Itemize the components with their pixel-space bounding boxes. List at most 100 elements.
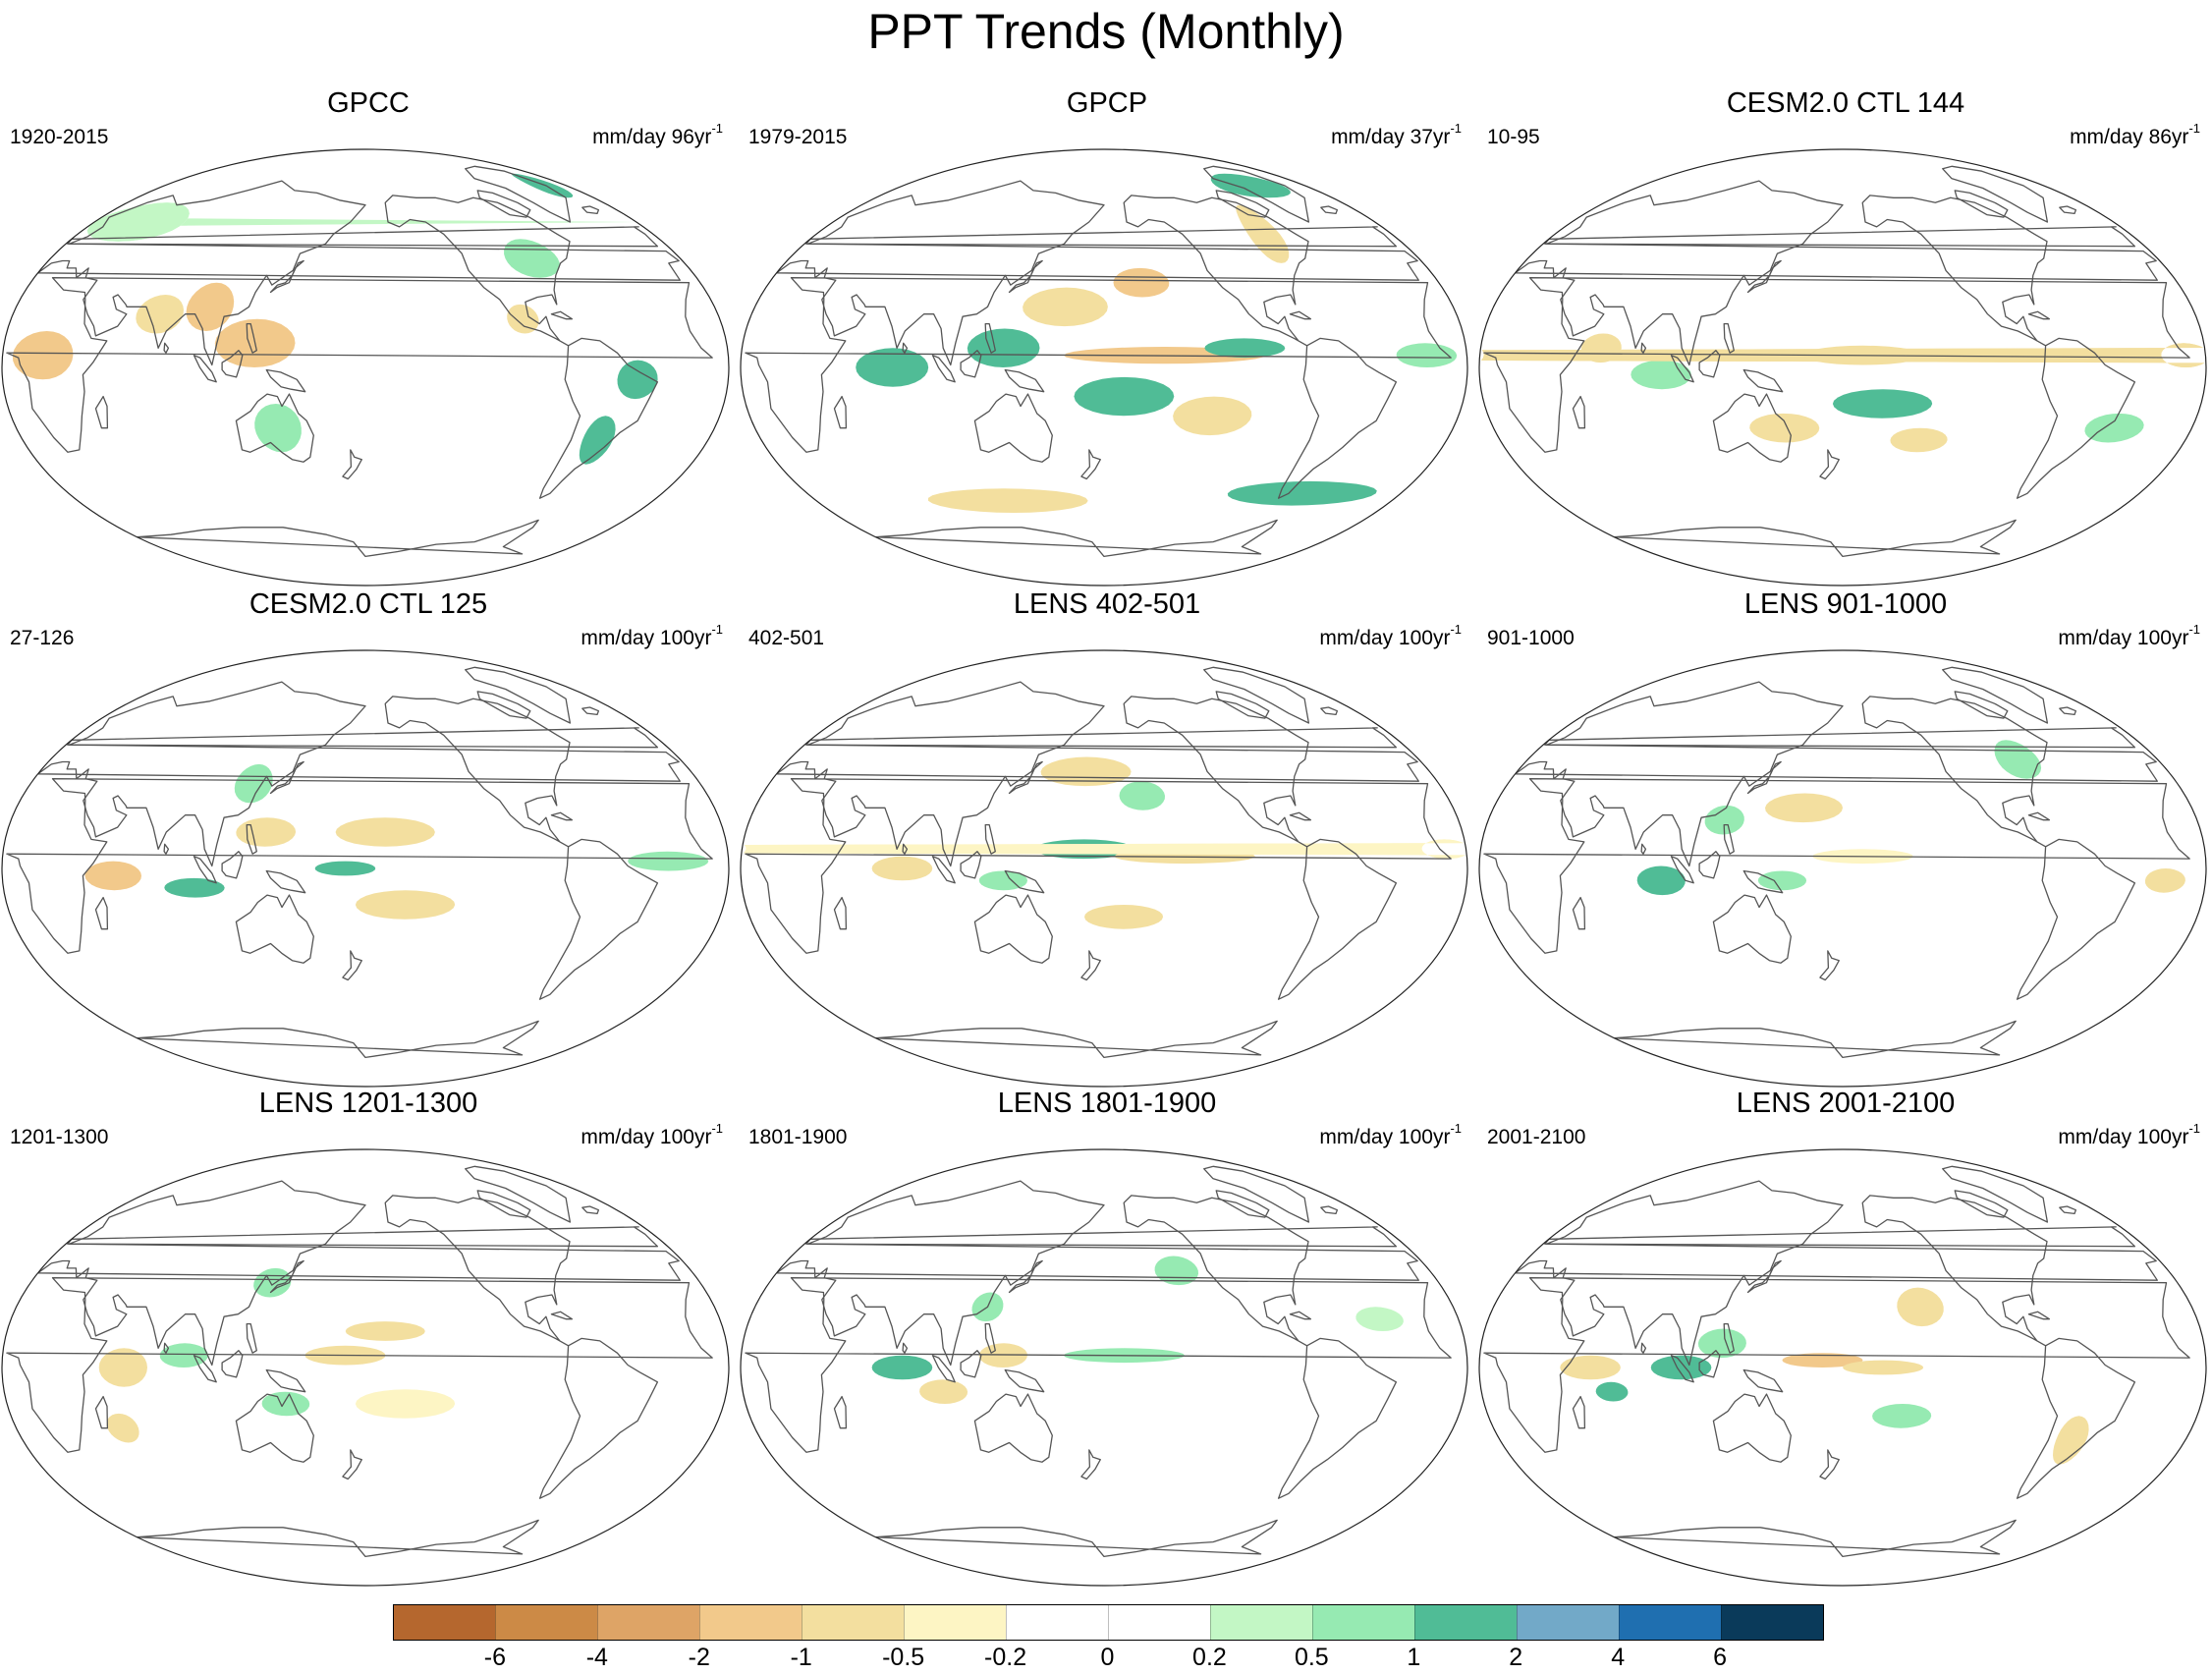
coastline-philippines bbox=[1723, 823, 1735, 855]
panel-title: LENS 1201-1300 bbox=[258, 1088, 478, 1119]
coastline-australia bbox=[973, 393, 1053, 463]
panel-title: GPCP bbox=[1066, 87, 1148, 119]
figure-title: PPT Trends (Monthly) bbox=[867, 4, 1345, 59]
trend-region bbox=[978, 870, 1027, 891]
coastline-sri-lanka bbox=[163, 342, 170, 354]
trend-region bbox=[261, 1391, 310, 1417]
trend-region bbox=[919, 1379, 968, 1404]
coastline-antarctica bbox=[136, 1519, 539, 1558]
panel-title: GPCC bbox=[327, 87, 410, 119]
globe-outline bbox=[740, 649, 1468, 1088]
coastline-cuba bbox=[550, 1311, 574, 1320]
world-map bbox=[1, 649, 730, 1088]
units-exponent: -1 bbox=[711, 121, 723, 136]
colorbar-box bbox=[1210, 1605, 1312, 1640]
coastline-sri-lanka bbox=[163, 843, 170, 855]
world-map bbox=[1, 148, 730, 586]
coastline-baffin bbox=[1954, 1190, 2009, 1218]
units-label: mm/day 100yr-1 bbox=[1319, 620, 1462, 651]
coastline-madagascar bbox=[94, 1395, 109, 1429]
colorbar-tick-label: 2 bbox=[1509, 1644, 1523, 1671]
globe-outline bbox=[740, 148, 1468, 586]
coastline-greenland bbox=[1203, 666, 1310, 724]
coastline-borneo bbox=[221, 350, 244, 378]
coastline-new-guinea bbox=[1004, 869, 1045, 894]
globe-outline bbox=[1478, 148, 2207, 586]
globe-background bbox=[2, 1149, 729, 1586]
coastline-eurasia bbox=[775, 681, 1419, 867]
period-label: 2001-2100 bbox=[1487, 1126, 1586, 1148]
coastline-new-guinea bbox=[1742, 1368, 1784, 1393]
coastline-greenland bbox=[1203, 165, 1310, 223]
coastline-south-america bbox=[538, 838, 659, 1000]
panel-title: LENS 1801-1900 bbox=[997, 1088, 1217, 1119]
globe-background bbox=[741, 149, 1467, 586]
coastline-philippines bbox=[984, 322, 996, 354]
colorbar-tick-label: -4 bbox=[585, 1644, 608, 1671]
colorbar-box bbox=[597, 1605, 699, 1640]
units-text: mm/day 100yr bbox=[581, 1126, 712, 1148]
coastline-borneo bbox=[221, 1350, 244, 1378]
trend-region bbox=[1204, 338, 1286, 359]
trend-region bbox=[1704, 805, 1744, 835]
world-map bbox=[1, 1148, 730, 1587]
coastline-baffin bbox=[1215, 691, 1270, 719]
coastline-philippines bbox=[984, 1322, 996, 1354]
colorbar-box bbox=[1414, 1605, 1517, 1640]
coastline-iceland bbox=[1320, 706, 1339, 716]
units-exponent: -1 bbox=[2188, 121, 2200, 136]
trend-region bbox=[1040, 756, 1132, 787]
world-map bbox=[740, 1148, 1468, 1587]
coastline-japan bbox=[269, 1259, 304, 1294]
coastline-south-america bbox=[2016, 1337, 2136, 1499]
coastline-antarctica bbox=[874, 1020, 1278, 1059]
coastline-japan bbox=[1008, 1259, 1043, 1294]
colorbar-tick-label: 4 bbox=[1611, 1644, 1626, 1671]
units-label: mm/day 86yr-1 bbox=[2070, 119, 2200, 150]
trend-region bbox=[1236, 204, 1290, 263]
trend-region bbox=[1897, 1287, 1944, 1327]
trend-region bbox=[628, 851, 709, 871]
units-text: mm/day 96yr bbox=[592, 126, 712, 148]
units-text: mm/day 100yr bbox=[1319, 1126, 1451, 1148]
world-map bbox=[740, 649, 1468, 1088]
coastline-sumatra bbox=[1670, 1355, 1694, 1383]
coastline-south-america bbox=[1277, 1337, 1398, 1499]
globe-background bbox=[741, 650, 1467, 1087]
trend-region bbox=[84, 861, 141, 891]
coastline-antarctica bbox=[874, 519, 1278, 558]
coastline-british-isles bbox=[67, 226, 659, 248]
trend-region bbox=[86, 202, 636, 242]
coastline-cuba bbox=[550, 811, 574, 821]
coastline-sumatra bbox=[193, 1355, 217, 1383]
trend-region bbox=[12, 331, 74, 380]
panel-title: LENS 2001-2100 bbox=[1736, 1088, 1956, 1119]
trend-region bbox=[617, 360, 658, 400]
coastline-philippines bbox=[246, 823, 257, 855]
coastline-greenland bbox=[1942, 165, 2049, 223]
coastline-cuba bbox=[2027, 1311, 2051, 1320]
coastline-sumatra bbox=[193, 355, 217, 383]
coastline-new-zealand bbox=[1819, 1449, 1840, 1480]
coastline-borneo bbox=[1698, 350, 1721, 378]
panel-title: LENS 901-1000 bbox=[1743, 588, 1948, 620]
coastline-british-isles bbox=[1544, 727, 2136, 749]
trend-region bbox=[856, 348, 929, 387]
coastline-south-america bbox=[1277, 337, 1398, 499]
globe-outline bbox=[1, 649, 730, 1088]
coastline-eurasia bbox=[1514, 180, 2158, 366]
trend-region bbox=[579, 416, 616, 465]
world-map bbox=[1478, 1148, 2207, 1587]
coastline-australia bbox=[973, 1393, 1053, 1463]
coastline-japan bbox=[1008, 259, 1043, 294]
trend-region bbox=[234, 763, 273, 804]
coastline-africa bbox=[1483, 277, 2190, 453]
colorbar-box bbox=[1312, 1605, 1414, 1640]
coastline-madagascar bbox=[94, 896, 109, 930]
coastline-iceland bbox=[1320, 1205, 1339, 1215]
coastline-iceland bbox=[2059, 1205, 2077, 1215]
period-label: 1201-1300 bbox=[10, 1126, 109, 1148]
trend-region bbox=[1084, 905, 1164, 929]
colorbar-box bbox=[495, 1605, 597, 1640]
coastline-madagascar bbox=[833, 1395, 848, 1429]
